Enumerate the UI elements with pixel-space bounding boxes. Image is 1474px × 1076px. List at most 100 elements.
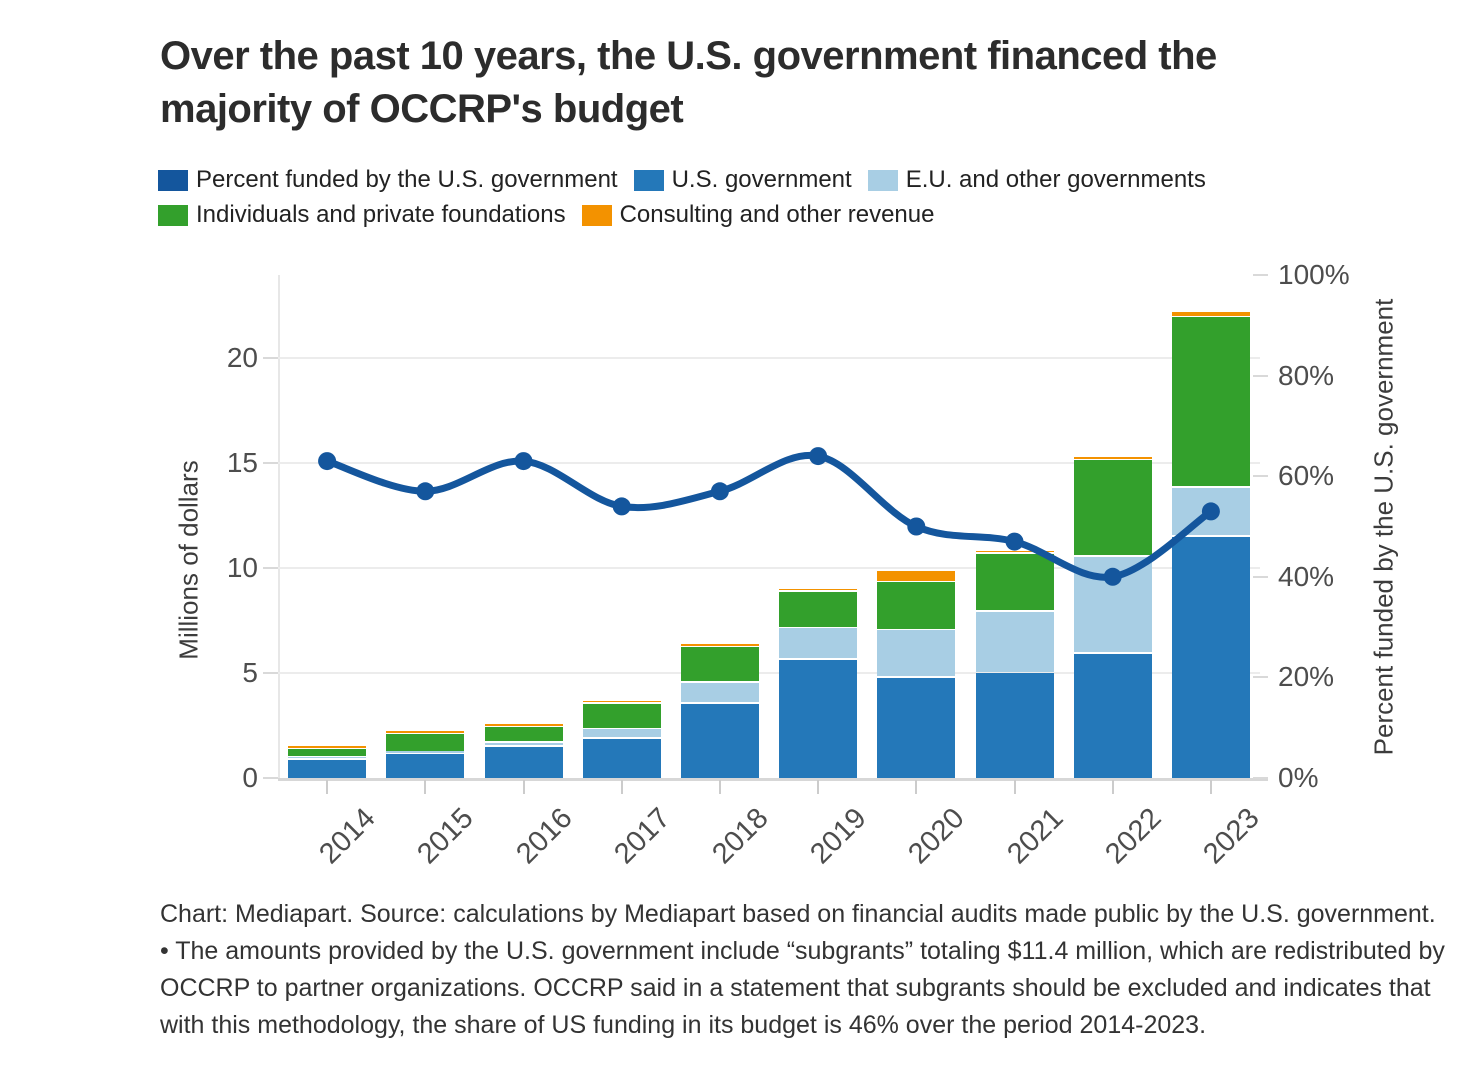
x-axis-year-label: 2021	[1000, 802, 1070, 871]
bar-segment-green	[288, 749, 367, 756]
x-axis-tick	[915, 780, 918, 794]
right-axis-tick	[1253, 374, 1268, 377]
data-point	[809, 447, 828, 466]
x-axis-tick	[1209, 780, 1212, 794]
bar-segment-orange	[386, 731, 465, 733]
x-axis-year-label: 2017	[608, 802, 677, 871]
bar-segment-orange	[877, 570, 956, 581]
bar-segment-light_blue	[680, 682, 759, 703]
bar-segment-orange	[975, 550, 1054, 553]
bar-segment-green	[386, 734, 465, 751]
bar-segment-light_blue	[582, 729, 661, 738]
x-axis-year-label: 2016	[509, 802, 579, 871]
trend-line	[323, 451, 1215, 581]
x-axis-year-label: 2023	[1197, 802, 1266, 871]
x-axis-year-label: 2020	[902, 802, 971, 871]
x-axis-year-label: 2018	[706, 802, 775, 871]
data-point	[416, 482, 435, 501]
chart-title: Over the past 10 years, the U.S. governm…	[160, 34, 1217, 131]
bar-segment-orange	[1171, 312, 1250, 316]
legend-item: Percent funded by the U.S. government	[158, 166, 618, 194]
legend-item-label: U.S. government	[671, 166, 852, 193]
left-axis-tick-label: 15	[226, 446, 258, 478]
x-axis-tick	[620, 780, 623, 794]
x-axis-year-label: 2019	[804, 802, 873, 871]
bar-segment-blue	[779, 659, 858, 778]
data-point	[1201, 502, 1220, 521]
data-point	[318, 452, 337, 471]
left-axis-tick-label: 10	[226, 551, 258, 583]
legend-item-label: E.U. and other governments	[905, 166, 1206, 193]
left-axis-line	[278, 275, 280, 778]
bar-segment-blue	[1073, 653, 1152, 778]
legend-item: Consulting and other revenue	[581, 201, 935, 229]
x-axis-year-label: 2015	[411, 802, 480, 871]
bar-segment-light_blue	[288, 756, 367, 759]
left-axis-tick	[263, 356, 278, 359]
bar-segment-green	[877, 582, 956, 629]
bar-segment-green	[582, 703, 661, 728]
right-axis-tick	[1253, 777, 1268, 779]
right-axis-tick-label: 0%	[1278, 762, 1319, 793]
gridline	[278, 356, 1260, 359]
gridline	[278, 461, 1260, 464]
x-axis-tick	[817, 780, 820, 794]
left-axis-tick	[263, 671, 278, 674]
bar-segment-blue	[975, 673, 1054, 778]
right-axis-tick	[1253, 676, 1268, 679]
legend-swatch	[581, 204, 612, 226]
bar-segment-light_blue	[386, 751, 465, 753]
chart-caption: Chart: Mediapart. Source: calculations b…	[160, 900, 1445, 1039]
bar-segment-green	[484, 727, 563, 742]
data-point	[1103, 567, 1122, 586]
legend-swatch	[158, 204, 188, 226]
legend-swatch	[633, 169, 664, 191]
right-axis-tick	[1253, 575, 1268, 578]
x-axis-year-label: 2014	[313, 802, 382, 871]
left-axis-tick-label: 5	[242, 656, 258, 688]
left-axis-tick-label: 0	[242, 762, 258, 793]
right-axis-tick-label: 80%	[1278, 359, 1335, 391]
bar-segment-blue	[484, 746, 563, 778]
right-axis-tick-label: 40%	[1278, 560, 1335, 592]
bar-segment-light_blue	[779, 628, 858, 659]
legend-swatch	[158, 169, 188, 191]
left-axis-tick	[263, 566, 278, 569]
right-axis-tick-label: 20%	[1278, 661, 1335, 693]
x-axis-tick	[326, 780, 329, 794]
left-axis-tick-label: 20	[226, 341, 258, 373]
x-axis-baseline	[278, 778, 1268, 781]
legend-item: E.U. and other governments	[867, 166, 1206, 194]
bar-segment-green	[680, 647, 759, 682]
x-axis-tick	[1111, 780, 1114, 794]
legend-item-label: Percent funded by the U.S. government	[196, 166, 618, 193]
right-axis-tick-label: 60%	[1278, 460, 1335, 492]
legend-item: Individuals and private foundations	[158, 201, 566, 229]
left-axis-tick	[263, 777, 278, 779]
bar-segment-blue	[680, 703, 759, 778]
bar-segment-light_blue	[877, 630, 956, 677]
bar-segment-orange	[484, 724, 563, 726]
gridline	[278, 671, 1260, 674]
gridline	[278, 566, 1260, 569]
data-point	[710, 482, 729, 501]
bar-segment-light_blue	[484, 742, 563, 746]
bar-segment-blue	[1171, 536, 1250, 778]
bar-segment-green	[975, 553, 1054, 610]
x-axis-tick	[1013, 780, 1016, 794]
x-axis-tick	[718, 780, 721, 794]
legend-item-label: Consulting and other revenue	[619, 201, 935, 228]
bar-segment-orange	[1073, 457, 1152, 459]
legend-item: U.S. government	[633, 166, 852, 194]
bar-segment-blue	[288, 759, 367, 778]
bar-segment-blue	[386, 754, 465, 778]
bar-segment-light_blue	[975, 611, 1054, 672]
legend-item-label: Individuals and private foundations	[196, 201, 566, 228]
right-axis-tick	[1253, 475, 1268, 478]
data-point	[514, 452, 533, 471]
bar-segment-green	[1171, 317, 1250, 487]
bar-segment-green	[1073, 460, 1152, 556]
left-axis-tick	[263, 461, 278, 464]
x-axis-year-label: 2022	[1099, 802, 1168, 871]
